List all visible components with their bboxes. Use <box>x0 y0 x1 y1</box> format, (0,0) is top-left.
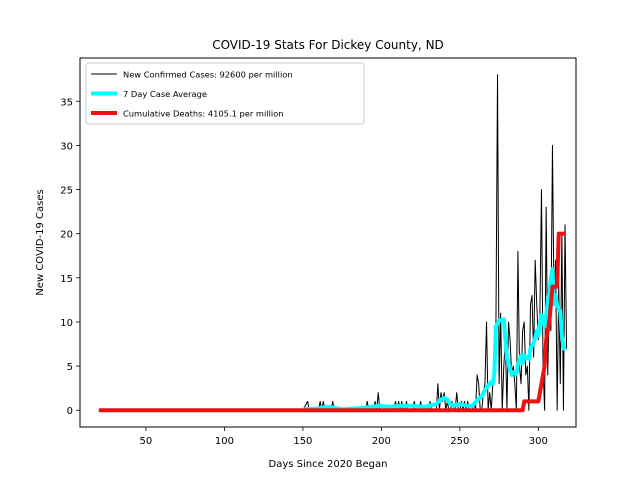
x-tick-label: 150 <box>293 436 312 447</box>
y-tick-label: 35 <box>60 97 73 108</box>
y-tick-label: 30 <box>60 141 73 152</box>
plot-area <box>98 74 568 413</box>
y-tick-label: 15 <box>60 274 73 285</box>
axes-ticks: 50 100 150 200 250 300 0 5 10 15 20 25 30 35 <box>60 97 548 447</box>
y-tick-label: 25 <box>60 186 73 197</box>
x-axis-title: Days Since 2020 Began <box>269 459 388 470</box>
y-tick-label: 20 <box>60 230 73 241</box>
y-axis-title: New COVID-19 Cases <box>35 189 46 295</box>
y-tick-label: 5 <box>67 362 73 373</box>
legend-label-3: Cumulative Deaths: 4105.1 per million <box>123 109 284 119</box>
x-tick-label: 250 <box>450 436 469 447</box>
x-tick-label: 300 <box>529 436 548 447</box>
legend: New Confirmed Cases: 92600 per million 7 … <box>85 62 365 125</box>
chart-title: COVID-19 Stats For Dickey County, ND <box>212 38 444 52</box>
legend-label-1: New Confirmed Cases: 92600 per million <box>123 70 293 80</box>
series-line-3 <box>98 231 566 413</box>
y-tick-label: 0 <box>67 406 73 417</box>
legend-box <box>85 62 365 125</box>
x-tick-label: 50 <box>140 436 153 447</box>
series-line-2 <box>302 266 567 412</box>
y-tick-label: 10 <box>60 318 73 329</box>
plot-frame <box>79 57 577 428</box>
x-tick-label: 100 <box>215 436 234 447</box>
x-tick-label: 200 <box>372 436 391 447</box>
legend-label-2: 7 Day Case Average <box>123 89 207 99</box>
